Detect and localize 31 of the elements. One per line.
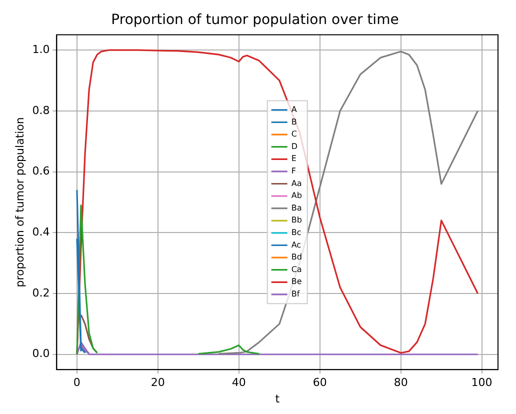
y-tick-label: 0.4	[32, 225, 50, 238]
y-tick-label: 0.6	[32, 164, 50, 178]
legend-label: D	[291, 142, 298, 151]
legend-label: Ba	[291, 203, 302, 212]
legend-label: Bd	[291, 252, 302, 262]
legend-label: E	[291, 154, 296, 164]
y-axis-title: proportion of tumor population	[13, 117, 26, 288]
x-axis-title: t	[275, 392, 280, 406]
legend-label: C	[291, 130, 298, 139]
y-tick-label: 0.8	[32, 104, 50, 117]
y-tick-label: 0.0	[32, 347, 50, 360]
x-tick-label: 60	[312, 376, 327, 390]
legend-label: Bc	[291, 228, 302, 238]
y-tick-label: 1.0	[32, 42, 50, 56]
legend-label: Be	[291, 277, 302, 286]
chart-title: Proportion of tumor population over time	[111, 12, 399, 28]
x-tick-label: 80	[394, 376, 408, 390]
x-tick-label: 0	[73, 376, 80, 390]
x-tick-label: 40	[232, 376, 246, 390]
y-tick-label: 0.2	[32, 286, 50, 300]
x-tick-label: 20	[150, 376, 165, 390]
x-tick-label: 100	[471, 376, 492, 390]
legend-label: Bf	[291, 290, 300, 299]
legend-label: A	[291, 105, 298, 114]
legend-label: Bb	[291, 216, 302, 225]
legend-label: F	[291, 166, 296, 176]
legend-label: Ca	[291, 264, 302, 274]
legend-label: Ac	[291, 240, 302, 250]
legend-label: Aa	[291, 178, 302, 188]
legend-label: B	[291, 117, 297, 126]
legend-label: Ab	[291, 191, 302, 200]
